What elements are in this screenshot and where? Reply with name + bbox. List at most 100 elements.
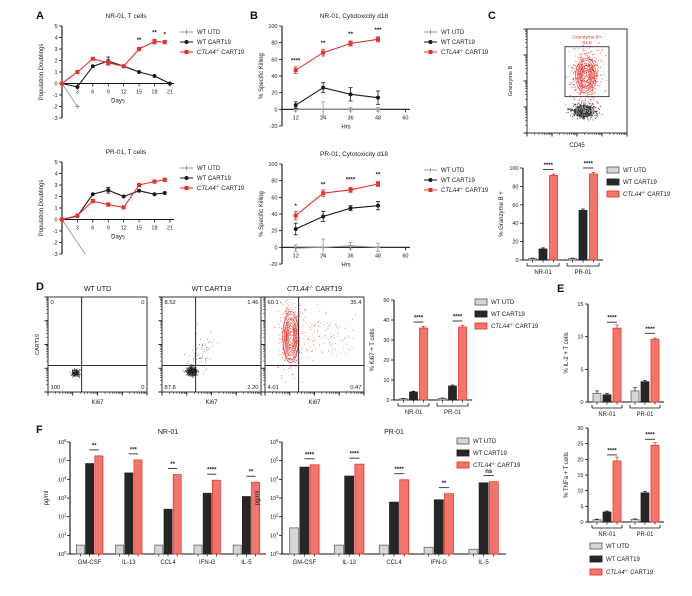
svg-text:Ki67: Ki67 <box>91 400 104 406</box>
panel-label-c: C <box>488 10 496 22</box>
svg-text:40: 40 <box>271 74 277 80</box>
svg-text:IFN-G: IFN-G <box>431 560 448 566</box>
svg-text:20: 20 <box>512 240 518 246</box>
svg-text:% IL-2 + T cells: % IL-2 + T cells <box>564 332 570 373</box>
svg-text:8.52: 8.52 <box>165 300 176 306</box>
svg-text:20: 20 <box>271 229 277 235</box>
svg-text:5: 5 <box>580 367 583 373</box>
svg-text:60: 60 <box>402 253 408 259</box>
svg-text:87.8: 87.8 <box>165 385 176 391</box>
svg-text:9: 9 <box>107 90 110 96</box>
svg-text:***: *** <box>374 28 382 34</box>
svg-text:0: 0 <box>141 385 144 391</box>
svg-text:101: 101 <box>58 531 67 539</box>
svg-text:18: 18 <box>151 226 157 232</box>
panel-e-tnfa-bar-chart: 0 5 10 15 20 25 30 % TNFa + T cells **** NR-01 ***… <box>564 426 664 576</box>
svg-text:WT CART19: WT CART19 <box>197 40 231 46</box>
svg-text:103: 103 <box>58 494 67 502</box>
svg-text:Ki67: Ki67 <box>308 400 321 406</box>
svg-text:20: 20 <box>383 358 389 364</box>
svg-text:****: **** <box>645 433 655 439</box>
panel-f-pr01-cytokine-chart: PR-01 100 101 102 103 104 105 106 pg/ml **** GM-CS… <box>255 429 521 566</box>
svg-text:60: 60 <box>512 203 518 209</box>
svg-text:24: 24 <box>320 253 326 259</box>
svg-text:WT CART19: WT CART19 <box>441 178 475 184</box>
svg-text:****: **** <box>607 448 617 454</box>
svg-text:**: ** <box>376 173 381 179</box>
svg-text:PR-01: PR-01 <box>574 270 592 276</box>
svg-text:0: 0 <box>386 398 389 404</box>
svg-text:CTLA4-/- CART19: CTLA4-/- CART19 <box>473 461 521 469</box>
svg-text:80: 80 <box>271 41 277 47</box>
svg-text:Granzyme B+: Granzyme B+ <box>572 35 602 41</box>
svg-text:WT UTD: WT UTD <box>441 168 465 174</box>
svg-text:104: 104 <box>270 475 279 483</box>
svg-text:5: 5 <box>54 160 57 166</box>
svg-text:0: 0 <box>274 107 277 113</box>
panel-d-flow-wt-utd: WT UTD Ki67 CART19 0 0 100 0 <box>35 286 148 406</box>
svg-text:WT CART19: WT CART19 <box>606 557 640 563</box>
svg-text:-1: -1 <box>53 229 58 235</box>
svg-text:106: 106 <box>58 438 67 446</box>
svg-text:6: 6 <box>91 226 94 232</box>
svg-text:PR-01: PR-01 <box>636 532 654 538</box>
panel-b-nr01-cytotoxicity-chart: NR-01, Cytotoxicity d18 -20 0 20 40 60 80 100 % … <box>259 13 489 130</box>
svg-text:****: **** <box>350 452 360 458</box>
svg-text:100: 100 <box>270 550 279 558</box>
svg-text:Population Doublings: Population Doublings <box>39 180 45 237</box>
svg-text:CCL4: CCL4 <box>386 560 402 566</box>
svg-text:% Specific Killing: % Specific Killing <box>259 53 265 99</box>
svg-text:WT UTD: WT UTD <box>473 439 497 445</box>
panel-label-e: E <box>557 283 565 295</box>
svg-text:% Ki67 + T cells: % Ki67 + T cells <box>370 329 376 372</box>
svg-text:21: 21 <box>167 226 173 232</box>
svg-text:100: 100 <box>51 385 61 391</box>
svg-text:2.20: 2.20 <box>247 385 258 391</box>
svg-text:pg/ml: pg/ml <box>255 491 261 506</box>
svg-text:IL-13: IL-13 <box>122 560 136 566</box>
svg-text:NR-01: NR-01 <box>405 410 423 416</box>
svg-text:0: 0 <box>54 82 57 88</box>
svg-text:0: 0 <box>580 520 583 526</box>
svg-text:100: 100 <box>268 162 277 168</box>
svg-text:6: 6 <box>91 90 94 96</box>
svg-text:****: **** <box>607 316 617 322</box>
svg-text:IFN-G: IFN-G <box>199 560 216 566</box>
svg-text:50: 50 <box>383 298 389 304</box>
svg-text:100: 100 <box>509 166 518 172</box>
svg-text:80: 80 <box>271 179 277 185</box>
svg-text:CD45: CD45 <box>569 143 585 149</box>
svg-text:CTLA4-/- CART19: CTLA4-/- CART19 <box>197 184 245 192</box>
svg-text:60: 60 <box>271 57 277 63</box>
svg-text:**: ** <box>249 470 254 476</box>
panel-f-nr01-cytokine-chart: NR-01 100 101 102 103 104 105 106 pg/ml ** GM-CSF *… <box>44 429 266 566</box>
svg-text:CART19: CART19 <box>35 334 41 355</box>
svg-text:WT UTD: WT UTD <box>606 544 630 550</box>
svg-text:****: **** <box>305 452 315 458</box>
svg-text:10: 10 <box>577 335 583 341</box>
svg-text:Days: Days <box>111 235 125 241</box>
svg-text:Hrs: Hrs <box>341 262 350 268</box>
svg-text:**: ** <box>348 32 353 38</box>
svg-text:CTLA4-/- CART19: CTLA4-/- CART19 <box>441 186 489 194</box>
svg-text:NR-01: NR-01 <box>158 429 178 436</box>
svg-text:WT CART19: WT CART19 <box>473 451 507 457</box>
svg-text:100: 100 <box>58 550 67 558</box>
svg-text:12: 12 <box>121 226 127 232</box>
svg-text:-20: -20 <box>270 124 278 130</box>
svg-text:NR-01: NR-01 <box>598 412 616 418</box>
svg-text:15: 15 <box>136 226 142 232</box>
svg-text:4: 4 <box>54 36 57 42</box>
panel-label-f: F <box>36 424 43 436</box>
svg-text:WT CART19: WT CART19 <box>197 176 231 182</box>
svg-text:0: 0 <box>54 218 57 224</box>
panel-label-d: D <box>36 281 44 293</box>
svg-text:0: 0 <box>580 400 583 406</box>
svg-text:WT CART19: WT CART19 <box>623 180 657 186</box>
svg-text:-2: -2 <box>53 241 58 247</box>
svg-text:pg/ml: pg/ml <box>44 491 50 506</box>
svg-text:18: 18 <box>151 90 157 96</box>
svg-text:PR-01: PR-01 <box>384 429 404 436</box>
svg-text:**: ** <box>442 481 447 487</box>
